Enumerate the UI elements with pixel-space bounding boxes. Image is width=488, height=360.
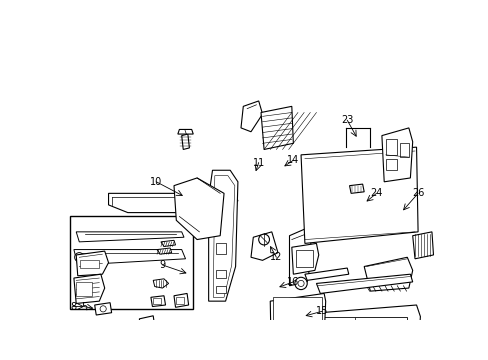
Polygon shape [270,293,325,360]
Polygon shape [412,232,432,259]
Circle shape [321,330,349,357]
Bar [306,316,407,360]
Bar [76,282,91,296]
Text: 26: 26 [411,188,424,198]
Circle shape [294,277,306,289]
Text: 8: 8 [70,302,76,311]
Bar [216,286,225,293]
Polygon shape [364,257,412,291]
Circle shape [75,253,84,262]
Bar [385,159,396,170]
Bar [273,297,321,360]
Polygon shape [76,251,108,276]
Polygon shape [182,134,189,149]
Text: 15: 15 [316,306,328,316]
Polygon shape [151,296,165,306]
Bar [295,249,312,266]
Polygon shape [301,305,420,360]
Circle shape [258,234,269,245]
Polygon shape [301,147,417,243]
Bar [399,143,408,157]
Polygon shape [193,193,238,205]
Text: 12: 12 [270,252,282,262]
Polygon shape [208,170,238,301]
Polygon shape [305,268,348,280]
Text: 5: 5 [81,302,87,311]
Bar [70,216,193,309]
Text: 24: 24 [369,188,382,198]
Text: 16: 16 [286,277,299,287]
Polygon shape [108,193,191,213]
Bar [216,270,225,278]
Polygon shape [74,274,104,303]
Text: 11: 11 [252,158,264,167]
Polygon shape [289,228,312,286]
Circle shape [366,330,385,349]
Polygon shape [174,293,188,307]
Text: 9: 9 [159,260,165,270]
Polygon shape [250,232,277,260]
Bar [216,243,225,254]
Polygon shape [381,128,412,182]
Bar [176,297,183,304]
Polygon shape [153,279,168,288]
Polygon shape [157,248,171,254]
Bar [153,298,161,304]
Bar [306,316,354,360]
Polygon shape [241,101,262,132]
Polygon shape [178,130,193,134]
Bar [385,139,396,155]
Polygon shape [358,355,414,360]
Polygon shape [349,184,364,193]
Polygon shape [213,176,234,297]
Text: 14: 14 [286,155,299,165]
Polygon shape [316,274,412,293]
Circle shape [100,306,106,312]
Polygon shape [161,240,175,247]
Circle shape [297,280,304,287]
Polygon shape [76,232,183,242]
Polygon shape [261,106,293,149]
Text: 10: 10 [150,177,162,187]
Polygon shape [174,178,224,239]
Text: 23: 23 [340,115,353,125]
Polygon shape [291,243,318,274]
Polygon shape [74,249,185,265]
Polygon shape [95,303,111,315]
Polygon shape [139,316,154,330]
Bar [80,260,99,268]
